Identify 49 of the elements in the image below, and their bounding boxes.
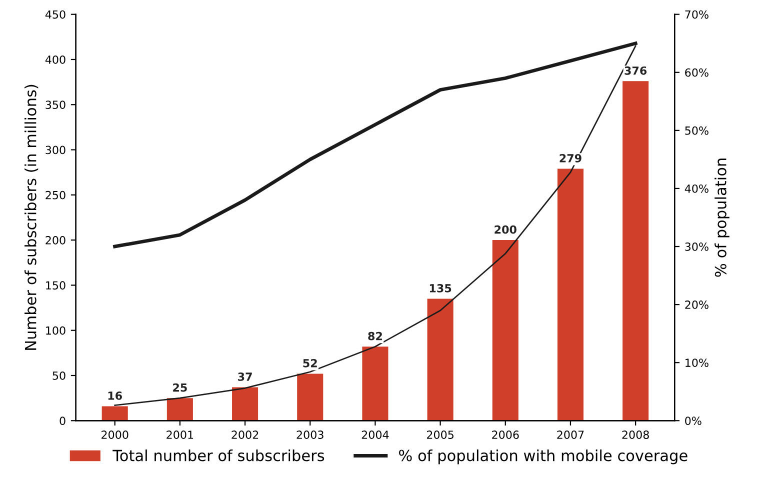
y2-tick-label: 30% — [685, 242, 708, 251]
bar — [232, 387, 258, 421]
x-tick-label: 2002 — [232, 430, 258, 439]
data-label: 200 — [494, 225, 516, 234]
bar — [622, 81, 649, 421]
x-tick-label: 2001 — [166, 430, 194, 439]
y-tick-label: 100 — [46, 326, 66, 335]
y-tick-label: 300 — [46, 146, 66, 154]
y-tick-label: 200 — [46, 236, 66, 244]
y2-axis-title: % of population — [714, 158, 730, 277]
x-tick-label: 2007 — [557, 430, 584, 439]
data-label: 376 — [624, 66, 647, 75]
x-tick-label: 2003 — [296, 430, 324, 439]
legend-label: Total number of subscribers — [112, 449, 324, 462]
x-tick-label: 2000 — [102, 430, 128, 439]
x-tick-label: 2005 — [426, 430, 454, 439]
data-label: 279 — [560, 154, 582, 162]
y2-tick-label: 70% — [685, 10, 708, 19]
y-tick-label: 450 — [45, 10, 66, 19]
data-label: 16 — [108, 391, 122, 400]
y-tick-label: 150 — [46, 281, 66, 290]
x-tick-label: 2008 — [622, 430, 649, 439]
data-label: 52 — [303, 358, 317, 368]
bar — [102, 406, 128, 421]
bar — [362, 346, 388, 421]
data-label: 37 — [238, 372, 252, 381]
y2-tick-label: 50% — [685, 126, 708, 135]
y2-tick-label: 20% — [685, 300, 708, 309]
y-axis-title: Number of subscribers (in millions) — [24, 84, 38, 350]
y2-tick-label: 10% — [686, 358, 708, 367]
y-tick-label: 350 — [46, 100, 66, 110]
y-tick-label: 250 — [46, 190, 66, 200]
y-tick-label: 400 — [45, 55, 66, 64]
data-label: 82 — [368, 332, 382, 340]
y2-tick-label: 60% — [685, 68, 708, 77]
bar — [166, 398, 193, 421]
y2-tick-label: 40% — [684, 184, 708, 193]
bar — [557, 168, 584, 421]
x-tick-label: 2006 — [492, 430, 519, 439]
data-label: 25 — [173, 383, 187, 392]
bar — [492, 240, 518, 421]
bar — [297, 374, 324, 421]
y2-tick-label: 0% — [685, 416, 702, 426]
y-tick-label: 50 — [52, 371, 66, 380]
y-tick-label: 0 — [60, 416, 66, 426]
legend-label: % of population with mobile coverage — [398, 449, 688, 464]
data-label: 135 — [430, 284, 452, 292]
x-tick-label: 2004 — [362, 430, 389, 439]
bar — [427, 298, 454, 421]
